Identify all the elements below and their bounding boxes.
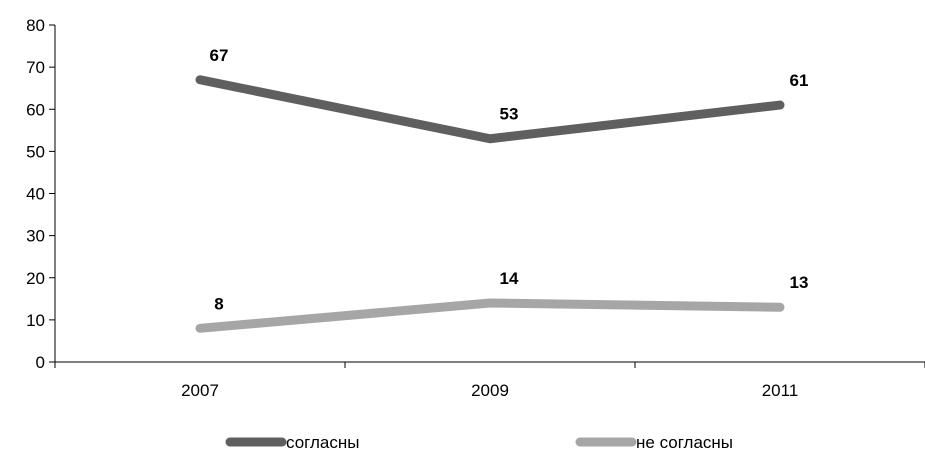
legend: согласны не согласны bbox=[225, 433, 733, 452]
legend-label: не согласны bbox=[636, 433, 733, 452]
data-label: 67 bbox=[210, 46, 229, 65]
series-lines bbox=[195, 75, 785, 333]
data-label: 14 bbox=[500, 269, 519, 288]
y-axis: 0 10 20 30 40 50 60 70 80 bbox=[26, 16, 56, 372]
series-line-1 bbox=[195, 298, 785, 333]
legend-label: согласны bbox=[286, 433, 359, 452]
x-tick-label: 2009 bbox=[471, 381, 509, 400]
y-tick-label: 0 bbox=[36, 353, 45, 372]
y-tick-label: 20 bbox=[26, 269, 45, 288]
x-axis: 2007 2009 2011 bbox=[54, 361, 925, 400]
x-tick-label: 2011 bbox=[762, 381, 799, 400]
y-tick-label: 40 bbox=[26, 185, 45, 204]
y-tick-label: 50 bbox=[26, 142, 45, 161]
series-line-0 bbox=[195, 75, 785, 144]
data-label: 61 bbox=[790, 71, 809, 90]
data-labels: 67 53 61 8 14 13 bbox=[210, 46, 809, 314]
x-tick-label: 2007 bbox=[181, 381, 219, 400]
y-tick-label: 30 bbox=[26, 227, 45, 246]
y-tick-label: 10 bbox=[26, 311, 45, 330]
data-label: 13 bbox=[790, 273, 809, 292]
data-label: 8 bbox=[214, 294, 223, 313]
y-tick-label: 60 bbox=[26, 100, 45, 119]
data-label: 53 bbox=[500, 105, 519, 124]
y-tick-label: 70 bbox=[26, 58, 45, 77]
y-tick-label: 80 bbox=[26, 16, 45, 35]
